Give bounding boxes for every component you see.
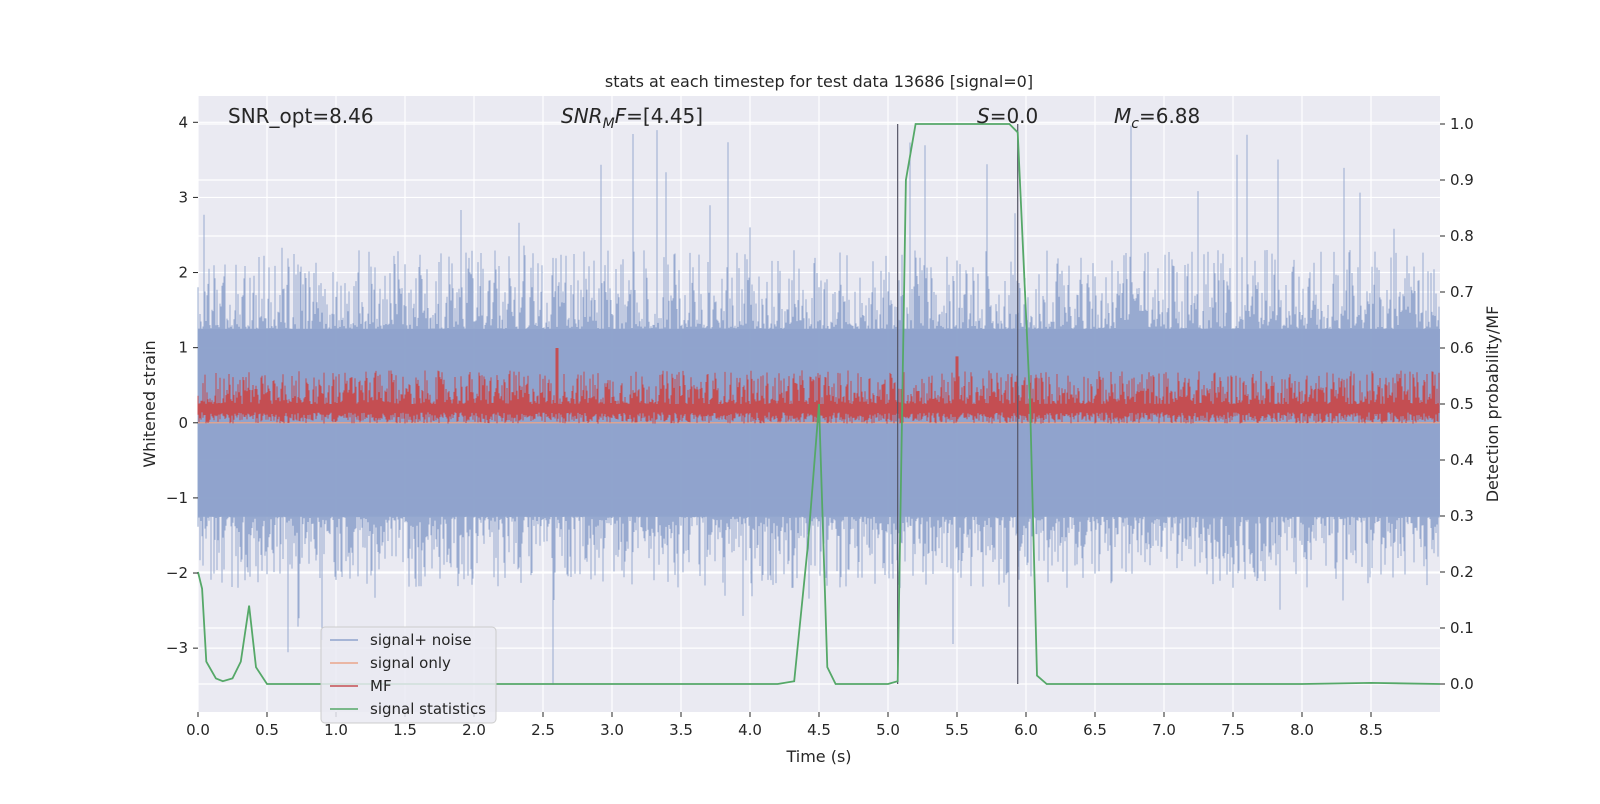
y-right-tick-label: 0.9 — [1450, 171, 1474, 189]
y-left-tick-label: −3 — [166, 639, 188, 657]
signal-statistics-line — [197, 123, 1441, 685]
legend-box — [320, 626, 497, 724]
legend-label-signal-noise: signal+ noise — [370, 631, 472, 649]
annotation-snr-mf-rest: F — [615, 104, 627, 128]
y-right-tick-label: 0.3 — [1450, 507, 1474, 525]
legend-label-signal-statistics: signal statistics — [370, 700, 486, 718]
vertical-markers — [897, 124, 1019, 684]
x-tick-label: 4.5 — [807, 721, 831, 739]
annotation-mc-value: =6.88 — [1139, 104, 1200, 128]
x-tick-label: 2.5 — [531, 721, 555, 739]
annotation-snr-mf: SNRMF=[4.45] — [561, 104, 703, 132]
y-left-tick-label: 2 — [178, 264, 188, 282]
x-tick-label: 7.0 — [1152, 721, 1176, 739]
x-tick-label: 4.0 — [738, 721, 762, 739]
y-left-tick-label: 3 — [178, 188, 188, 206]
x-tick-label: 3.0 — [600, 721, 624, 739]
x-tick-label: 6.5 — [1083, 721, 1107, 739]
y-left-tick-label: −1 — [166, 489, 188, 507]
x-tick-label: 3.5 — [669, 721, 693, 739]
chart-title: stats at each timestep for test data 136… — [605, 72, 1033, 91]
y-right-tick-label: 0.7 — [1450, 283, 1474, 301]
legend: signal+ noise signal only MF signal stat… — [320, 626, 497, 724]
x-tick-label: 1.0 — [324, 721, 348, 739]
axis-ticks: 0.0 0.5 1.0 1.5 2.0 2.5 3.0 3.5 4.0 4.5 5.0 5.5 6.0 6… — [166, 113, 1474, 739]
x-tick-label: 1.5 — [393, 721, 417, 739]
y-right-tick-label: 0.0 — [1450, 675, 1474, 693]
x-tick-label: 0.5 — [255, 721, 279, 739]
annotation-s-label: S — [977, 104, 990, 128]
y-left-tick-label: 0 — [178, 414, 188, 432]
x-tick-label: 8.5 — [1359, 721, 1383, 739]
x-tick-label: 7.5 — [1221, 721, 1245, 739]
y-axis-label-left: Whitened strain — [140, 340, 159, 467]
x-tick-label: 0.0 — [186, 721, 210, 739]
y-left-tick-label: 1 — [178, 339, 188, 357]
legend-label-signal-only: signal only — [370, 654, 451, 672]
annotation-s-value: =0.0 — [990, 104, 1039, 128]
annotation-mc: Mc=6.88 — [1114, 104, 1200, 132]
annotation-mc-sub: c — [1131, 116, 1139, 132]
annotation-snr-mf-label: SNR — [561, 104, 603, 128]
annotation-snr-mf-value: =[4.45] — [626, 104, 703, 128]
y-right-tick-label: 0.5 — [1450, 395, 1474, 413]
legend-label-mf: MF — [370, 677, 392, 695]
y-right-tick-label: 0.6 — [1450, 339, 1474, 357]
series-mf — [197, 348, 1440, 424]
annotation-snr-mf-sub: M — [603, 116, 615, 132]
series-signal-statistics — [197, 123, 1441, 685]
y-right-tick-label: 1.0 — [1450, 115, 1474, 133]
x-tick-label: 2.0 — [462, 721, 486, 739]
x-tick-label: 5.5 — [945, 721, 969, 739]
x-tick-label: 5.0 — [876, 721, 900, 739]
y-left-tick-label: 4 — [178, 113, 188, 131]
y-left-tick-label: −2 — [166, 564, 188, 582]
annotation-s: S=0.0 — [977, 104, 1038, 128]
y-axis-label-right: Detection probability/MF — [1483, 306, 1502, 503]
y-right-tick-label: 0.1 — [1450, 619, 1474, 637]
x-tick-label: 6.0 — [1014, 721, 1038, 739]
x-axis-label: Time (s) — [785, 747, 851, 766]
annotation-mc-label: M — [1114, 104, 1131, 128]
x-tick-label: 8.0 — [1290, 721, 1314, 739]
y-right-tick-label: 0.4 — [1450, 451, 1474, 469]
mf-trace — [197, 348, 1440, 424]
annotation-snr-opt: SNR_opt=8.46 — [228, 104, 374, 128]
y-right-tick-label: 0.8 — [1450, 227, 1474, 245]
y-right-tick-label: 0.2 — [1450, 563, 1474, 581]
